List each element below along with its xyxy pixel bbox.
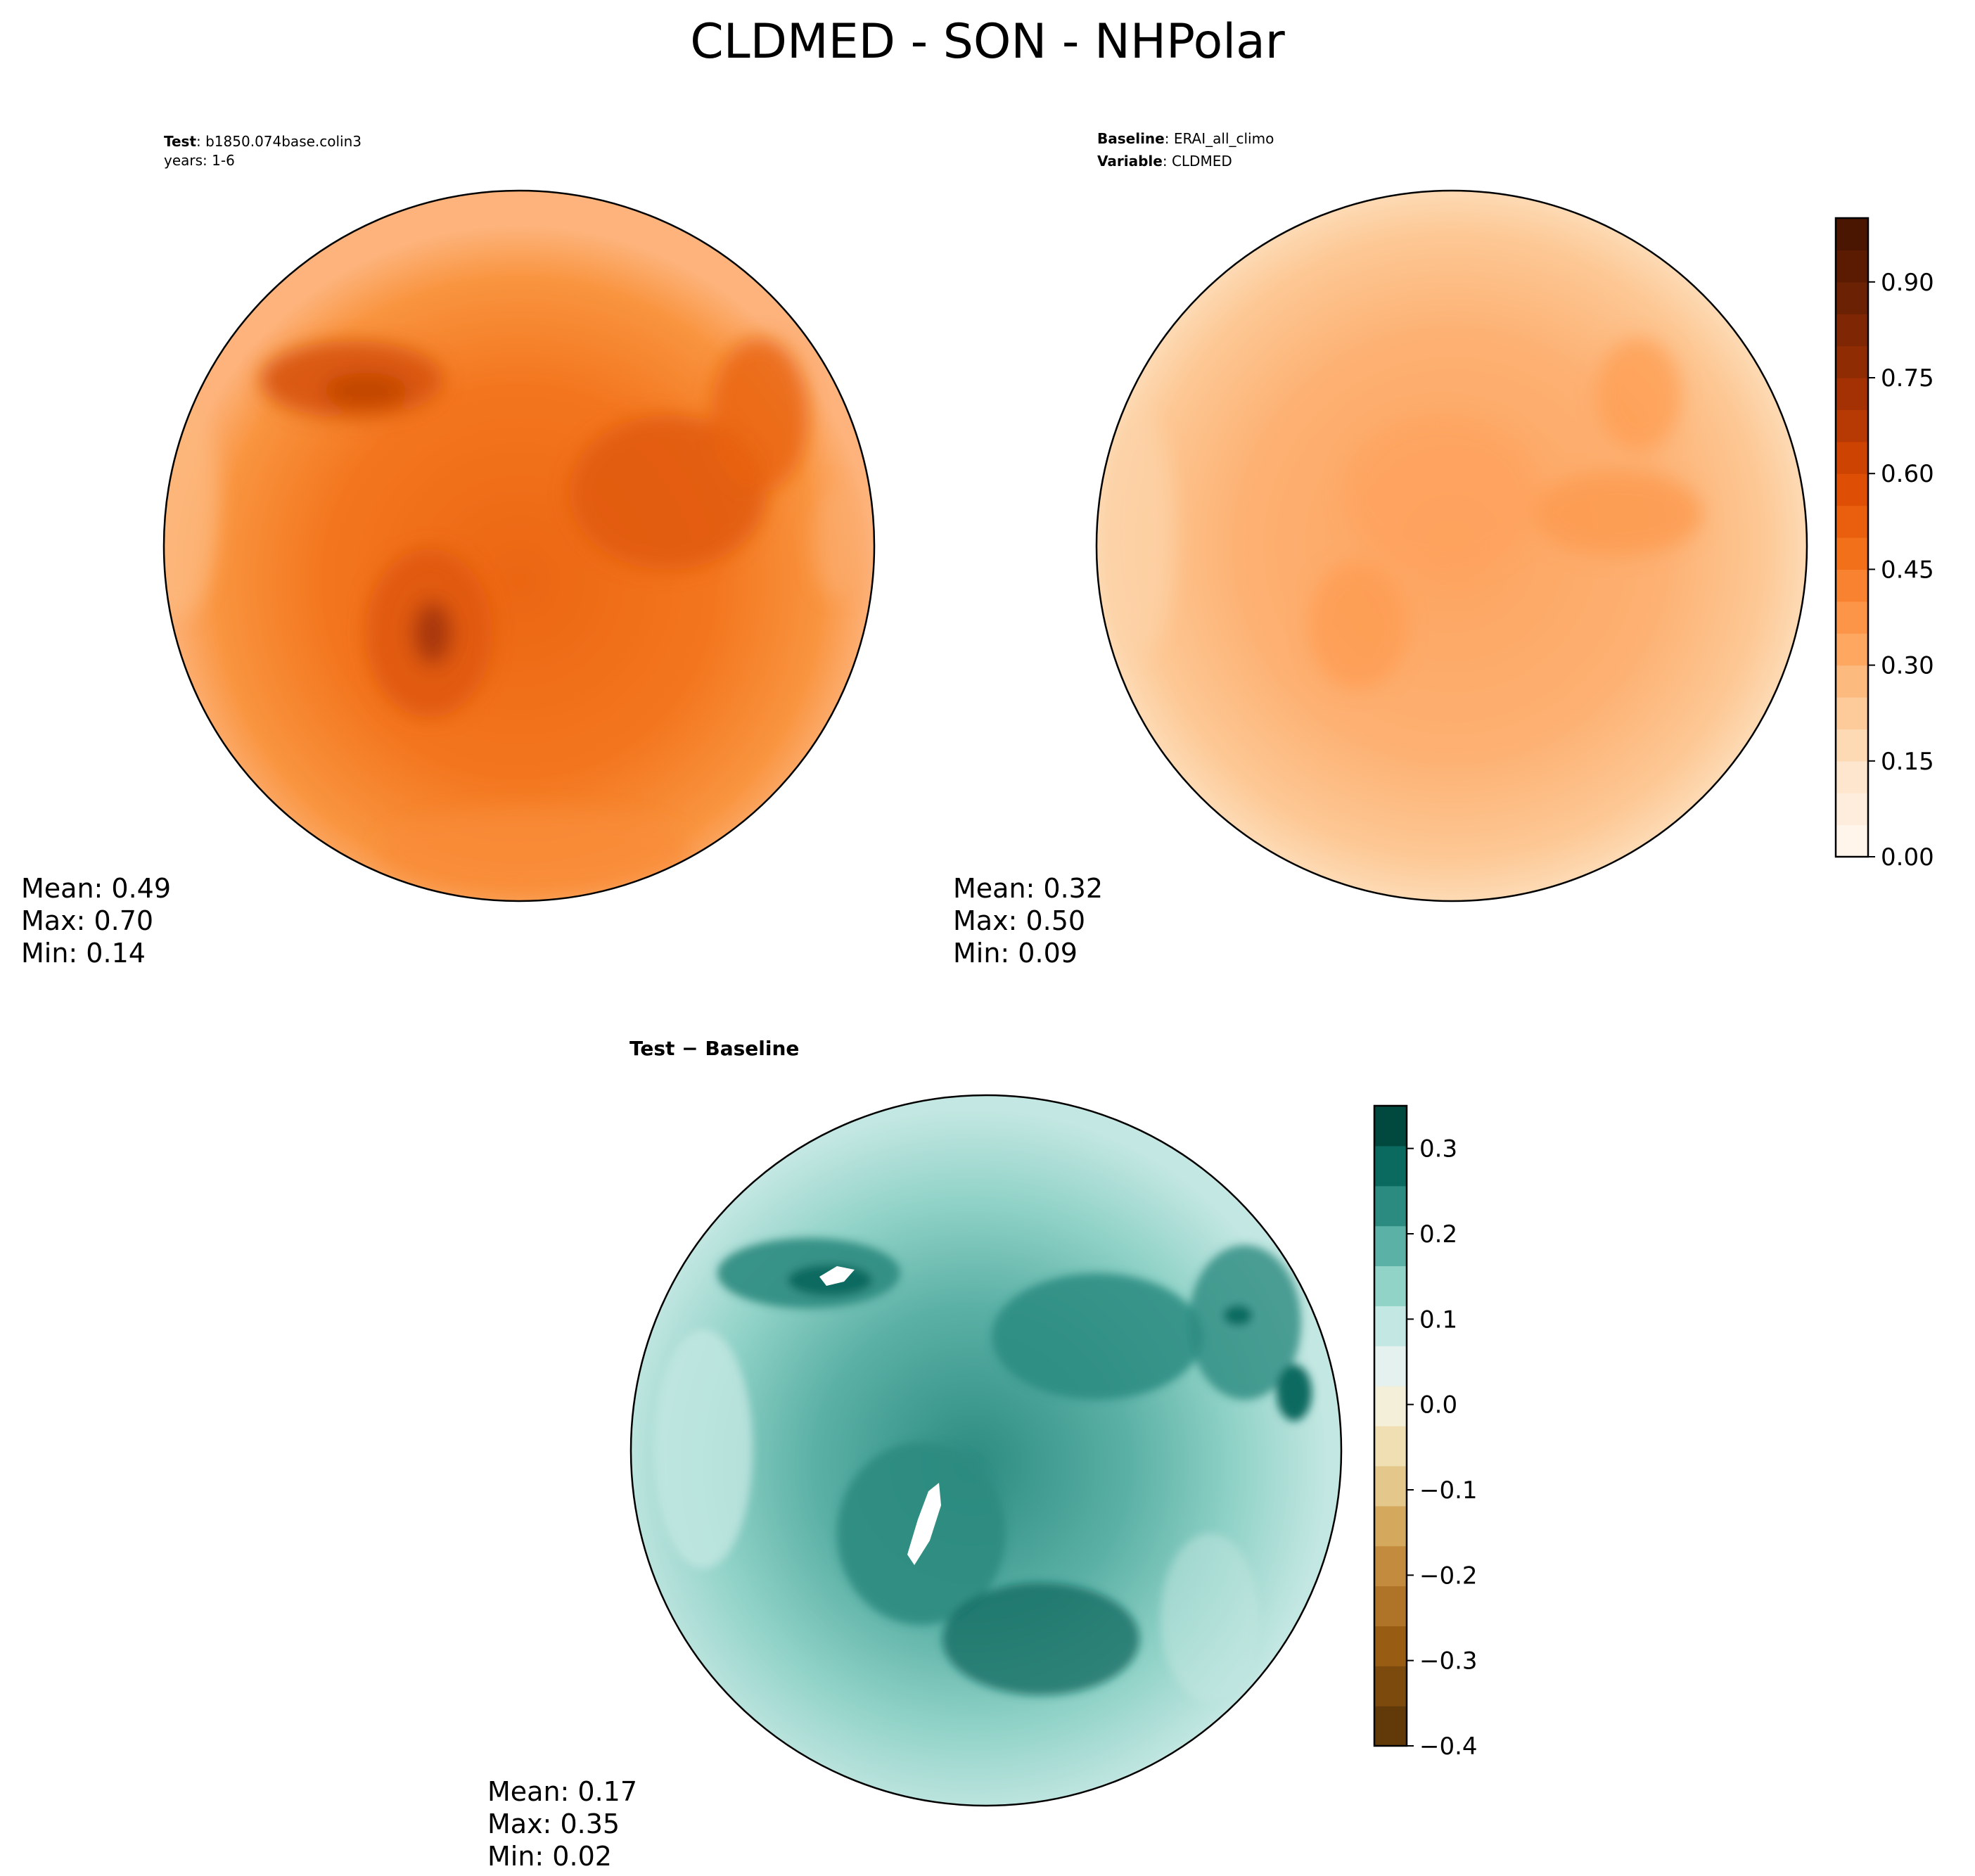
difference-colorbar-tick-label-2: 0.1 [1419,1306,1457,1334]
baseline-colorbar-tick-label-2: 0.30 [1881,652,1934,680]
difference-colorbar-tick-label-7: −0.4 [1419,1733,1478,1761]
difference-colorbar-frame [1373,1104,1408,1747]
difference-colorbar-level-5 [1374,1505,1407,1547]
baseline-colorbar-level-3 [1836,729,1868,762]
panel-test: Test: b1850.074base.colin3 years: 1-6 [21,133,876,969]
baseline-map-boundary [1095,189,1808,902]
difference-stat-max: Max: 0.35 [487,1808,620,1839]
baseline-colorbar-level-8 [1836,569,1868,602]
baseline-stat-max: Max: 0.50 [953,905,1085,936]
difference-colorbar-level-1 [1374,1666,1407,1706]
baseline-colorbar-level-9 [1836,537,1868,570]
baseline-colorbar-tick-label-5: 0.75 [1881,364,1934,393]
baseline-header-variable: : CLDMED [1163,153,1232,170]
difference-colorbar-tick-label-1: 0.2 [1419,1220,1457,1249]
baseline-header-variable-label: Variable [1097,153,1163,170]
difference-colorbar-tick-label-6: −0.3 [1419,1647,1478,1676]
baseline-colorbar-level-0 [1836,824,1868,857]
difference-colorbar-level-8 [1374,1386,1407,1427]
baseline-header-case: : ERAI_all_climo [1165,130,1274,147]
difference-stat-mean: Mean: 0.17 [487,1776,637,1807]
baseline-colorbar-level-17 [1836,281,1868,314]
difference-colorbar-level-12 [1374,1225,1407,1267]
baseline-header-label: Baseline [1097,130,1165,147]
baseline-colorbar-level-5 [1836,665,1868,698]
baseline-colorbar: 0.00 0.15 0.30 0.45 0.60 0.75 0.90 [1834,217,1934,872]
baseline-colorbar-tick-label-6: 0.90 [1881,269,1934,297]
panel-baseline: Baseline: ERAI_all_climo Variable: CLDME… [953,130,1934,969]
difference-colorbar-tick-label-3: 0.0 [1419,1391,1457,1419]
baseline-colorbar-level-6 [1836,633,1868,666]
difference-colorbar-level-0 [1374,1706,1407,1747]
baseline-header-line2: Variable: CLDMED [1097,153,1232,170]
difference-colorbar-tick-label-4: −0.1 [1419,1476,1478,1505]
difference-colorbar-tick-label-0: 0.3 [1419,1135,1457,1163]
figure-title: CLDMED - SON - NHPolar [690,14,1285,70]
baseline-stat-mean: Mean: 0.32 [953,873,1103,904]
test-header-label: Test [164,133,196,150]
baseline-colorbar-level-13 [1836,409,1868,442]
baseline-colorbar-level-10 [1836,505,1868,538]
baseline-map-field [1097,191,1807,901]
difference-colorbar: 0.3 0.2 0.1 0.0 −0.1 −0.2 −0.3 −0.4 [1373,1104,1478,1761]
difference-colorbar-level-15 [1374,1106,1407,1147]
test-stat-mean: Mean: 0.49 [21,873,171,904]
difference-header: Test − Baseline [629,1037,799,1060]
test-map-field [164,191,874,901]
baseline-colorbar-tick-label-0: 0.00 [1881,843,1934,872]
baseline-colorbar-level-2 [1836,760,1868,793]
difference-colorbar-level-14 [1374,1145,1407,1187]
difference-colorbar-level-3 [1374,1585,1407,1626]
baseline-colorbar-level-12 [1836,441,1868,474]
baseline-colorbar-tick-label-1: 0.15 [1881,748,1934,776]
test-header-line1: Test: b1850.074base.colin3 [164,133,362,150]
baseline-colorbar-tick-label-4: 0.60 [1881,460,1934,488]
baseline-colorbar-level-11 [1836,473,1868,506]
difference-map-boundary [629,1094,1343,1807]
difference-colorbar-tick-label-5: −0.2 [1419,1562,1478,1590]
baseline-stat-min: Min: 0.09 [953,938,1078,969]
baseline-colorbar-level-4 [1836,697,1868,729]
baseline-colorbar-level-15 [1836,345,1868,378]
baseline-colorbar-level-7 [1836,601,1868,634]
difference-colorbar-level-4 [1374,1545,1407,1587]
test-map-boundary [162,189,876,902]
test-header-case: : b1850.074base.colin3 [196,133,362,150]
difference-colorbar-level-9 [1374,1346,1407,1386]
difference-colorbar-level-7 [1374,1426,1407,1467]
difference-colorbar-level-6 [1374,1465,1407,1507]
baseline-colorbar-level-18 [1836,250,1868,283]
difference-colorbar-level-11 [1374,1265,1407,1306]
difference-colorbar-level-13 [1374,1185,1407,1227]
difference-stat-min: Min: 0.02 [487,1841,612,1872]
test-header-years: years: 1-6 [164,152,235,169]
baseline-header-line1: Baseline: ERAI_all_climo [1097,130,1274,147]
baseline-colorbar-level-19 [1836,218,1868,250]
panel-difference: Test − Baseline [487,1037,1478,1872]
baseline-colorbar-level-14 [1836,378,1868,410]
difference-map-field [631,1095,1341,1806]
test-stat-max: Max: 0.70 [21,905,153,936]
test-stat-min: Min: 0.14 [21,938,146,969]
baseline-colorbar-frame [1834,217,1869,858]
baseline-colorbar-level-1 [1836,793,1868,826]
difference-colorbar-level-10 [1374,1306,1407,1346]
baseline-colorbar-level-16 [1836,314,1868,347]
difference-colorbar-level-2 [1374,1626,1407,1666]
baseline-colorbar-tick-label-3: 0.45 [1881,556,1934,584]
